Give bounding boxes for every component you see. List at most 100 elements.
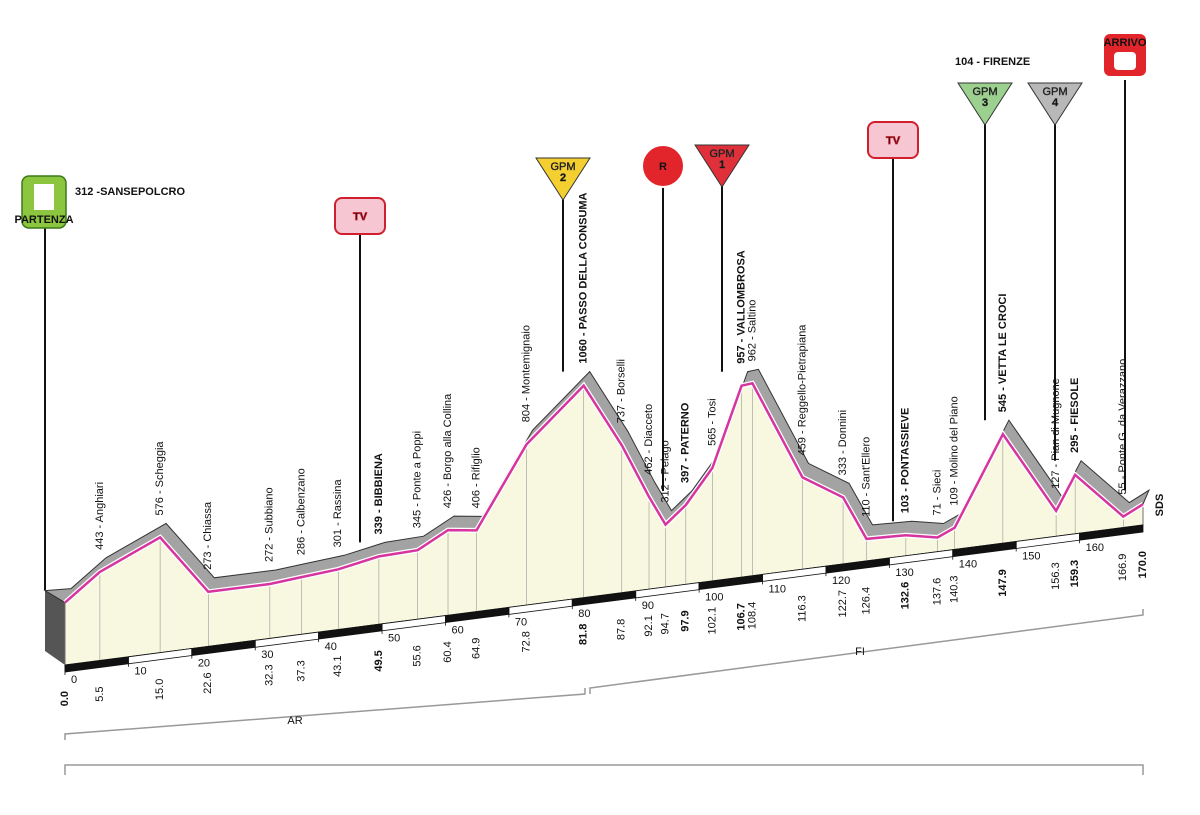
profile-fill [64, 382, 1144, 666]
waypoint-label: 301 - Rassina [332, 479, 344, 548]
gpm-badge [1027, 82, 1083, 126]
waypoint-label: 295 - FIESOLE [1069, 378, 1081, 453]
x-tick-label: 50 [388, 633, 400, 645]
tv-badge-label: TV [353, 211, 368, 223]
km-label: 97.9 [680, 610, 692, 631]
km-label: 81.8 [578, 624, 590, 645]
gpm-badge [694, 144, 750, 188]
km-label: 108.4 [746, 602, 758, 630]
waypoint-label: 804 - Montemignaio [521, 325, 533, 422]
gpm-badge [957, 82, 1013, 126]
km-label: 94.7 [659, 613, 671, 634]
waypoint-label: 312 - Pelago [659, 440, 671, 502]
x-tick-label: 10 [134, 666, 146, 678]
profile-line [64, 381, 1144, 604]
waypoint-label: 71 - Sieci [931, 470, 943, 516]
x-tick-label: 20 [198, 657, 210, 669]
x-tick-label: 30 [261, 649, 273, 661]
gpm-badge-label: GPM [550, 161, 575, 173]
waypoint-label: 55 - Ponte G. da Verazzano [1117, 359, 1129, 495]
sprint-badge [641, 144, 685, 188]
km-label: 0.0 [59, 691, 71, 706]
x-tick-label: 80 [578, 608, 590, 620]
start-flag [34, 184, 54, 210]
waypoint-label: 110 - Sant'Ellero [860, 437, 872, 517]
x-tick-label: 100 [705, 592, 723, 604]
x-tick-label: 160 [1086, 542, 1104, 554]
province-label: AR [287, 715, 302, 727]
finish-marker: SDS [1154, 494, 1166, 517]
start-title: 312 -SANSEPOLCRO [75, 186, 185, 198]
km-label: 126.4 [860, 587, 872, 615]
km-label: 72.8 [521, 631, 533, 652]
waypoint-label: 545 - VETTA LE CROCI [997, 294, 1009, 413]
waypoint-label: 272 - Subbiano [264, 487, 276, 562]
km-label: 92.1 [643, 615, 655, 636]
km-label: 22.6 [202, 672, 214, 693]
x-tick-label: 40 [325, 641, 337, 653]
gpm-badge [535, 157, 591, 201]
waypoint-label: 576 - Scheggia [154, 441, 166, 516]
km-label: 55.6 [411, 645, 423, 666]
km-label: 64.9 [470, 638, 482, 659]
x-tick-label: 70 [515, 616, 527, 628]
finish-badge-label: ARRIVO [1104, 37, 1147, 49]
km-label: 156.3 [1050, 562, 1062, 590]
province-bracket [64, 688, 586, 740]
km-label: 87.8 [616, 619, 628, 640]
km-label: 137.6 [931, 578, 943, 606]
km-label: 132.6 [900, 582, 912, 610]
gpm-badge-rank: 1 [719, 159, 725, 171]
gpm-badge-rank: 2 [560, 172, 566, 184]
waypoint-label: 737 - Borselli [616, 359, 628, 423]
x-tick-label: 150 [1022, 550, 1040, 562]
sprint-badge-label: R [659, 161, 667, 173]
tv-badge [867, 121, 919, 159]
x-tick-label: 130 [895, 567, 913, 579]
gpm-badge-rank: 3 [982, 97, 988, 109]
waypoint-label: 459 - Reggello-Pietrapiana [796, 324, 808, 456]
distance-bracket [64, 764, 1144, 775]
tv-badge-label: TV [886, 135, 901, 147]
km-label: 60.4 [442, 641, 454, 662]
waypoint-label: 957 - VALLOMBROSA [736, 250, 748, 364]
start-badge-label: PARTENZA [14, 214, 73, 226]
x-tick-label: 0 [71, 674, 77, 686]
waypoint-label: 127 - Pian di Mugnone [1050, 378, 1062, 489]
x-tick-label: 90 [642, 600, 654, 612]
profile-left-face [45, 590, 65, 665]
waypoint-label: 339 - BIBBIENA [373, 453, 385, 534]
gpm-badge-label: GPM [972, 86, 997, 98]
waypoint-label: 345 - Ponte a Poppi [411, 431, 423, 528]
waypoint-label: 1060 - PASSO DELLA CONSUMA [578, 192, 590, 363]
waypoint-label: 426 - Borgo alla Collina [442, 393, 454, 508]
province-bracket [589, 609, 1144, 694]
waypoint-label: 443 - Anghiari [94, 482, 106, 550]
waypoint-label: 462 - Diacceto [643, 404, 655, 475]
waypoint-label: 333 - Donnini [837, 410, 849, 475]
x-tick-label: 140 [959, 559, 977, 571]
waypoint-label: 565 - Tosi [706, 398, 718, 446]
km-label: 140.3 [949, 575, 961, 603]
province-label: FI [855, 646, 865, 658]
km-label: 15.0 [154, 679, 166, 700]
x-tick-label: 60 [451, 624, 463, 636]
waypoint-label: 397 - PATERNO [680, 402, 692, 483]
waypoint-label: 103 - PONTASSIEVE [900, 408, 912, 514]
km-label: 147.9 [997, 569, 1009, 597]
waypoint-label: 962 - Saltino [746, 300, 758, 362]
km-label: 116.3 [796, 595, 808, 622]
waypoint-label: 109 - Molino del Piano [949, 396, 961, 505]
waypoint-label: 286 - Calbenzano [295, 468, 307, 555]
km-label: 49.5 [373, 650, 385, 671]
gpm-badge-label: GPM [709, 148, 734, 160]
waypoint-label: 273 - Chiassa [202, 501, 214, 570]
tv-badge [334, 197, 386, 235]
finish-icon [1114, 52, 1136, 70]
km-label: 166.9 [1117, 554, 1129, 582]
waypoint-label: 406 - Rifiglio [470, 447, 482, 508]
km-label: 122.7 [837, 590, 849, 618]
x-tick-label: 120 [832, 575, 850, 587]
km-label: 106.7 [736, 603, 748, 631]
